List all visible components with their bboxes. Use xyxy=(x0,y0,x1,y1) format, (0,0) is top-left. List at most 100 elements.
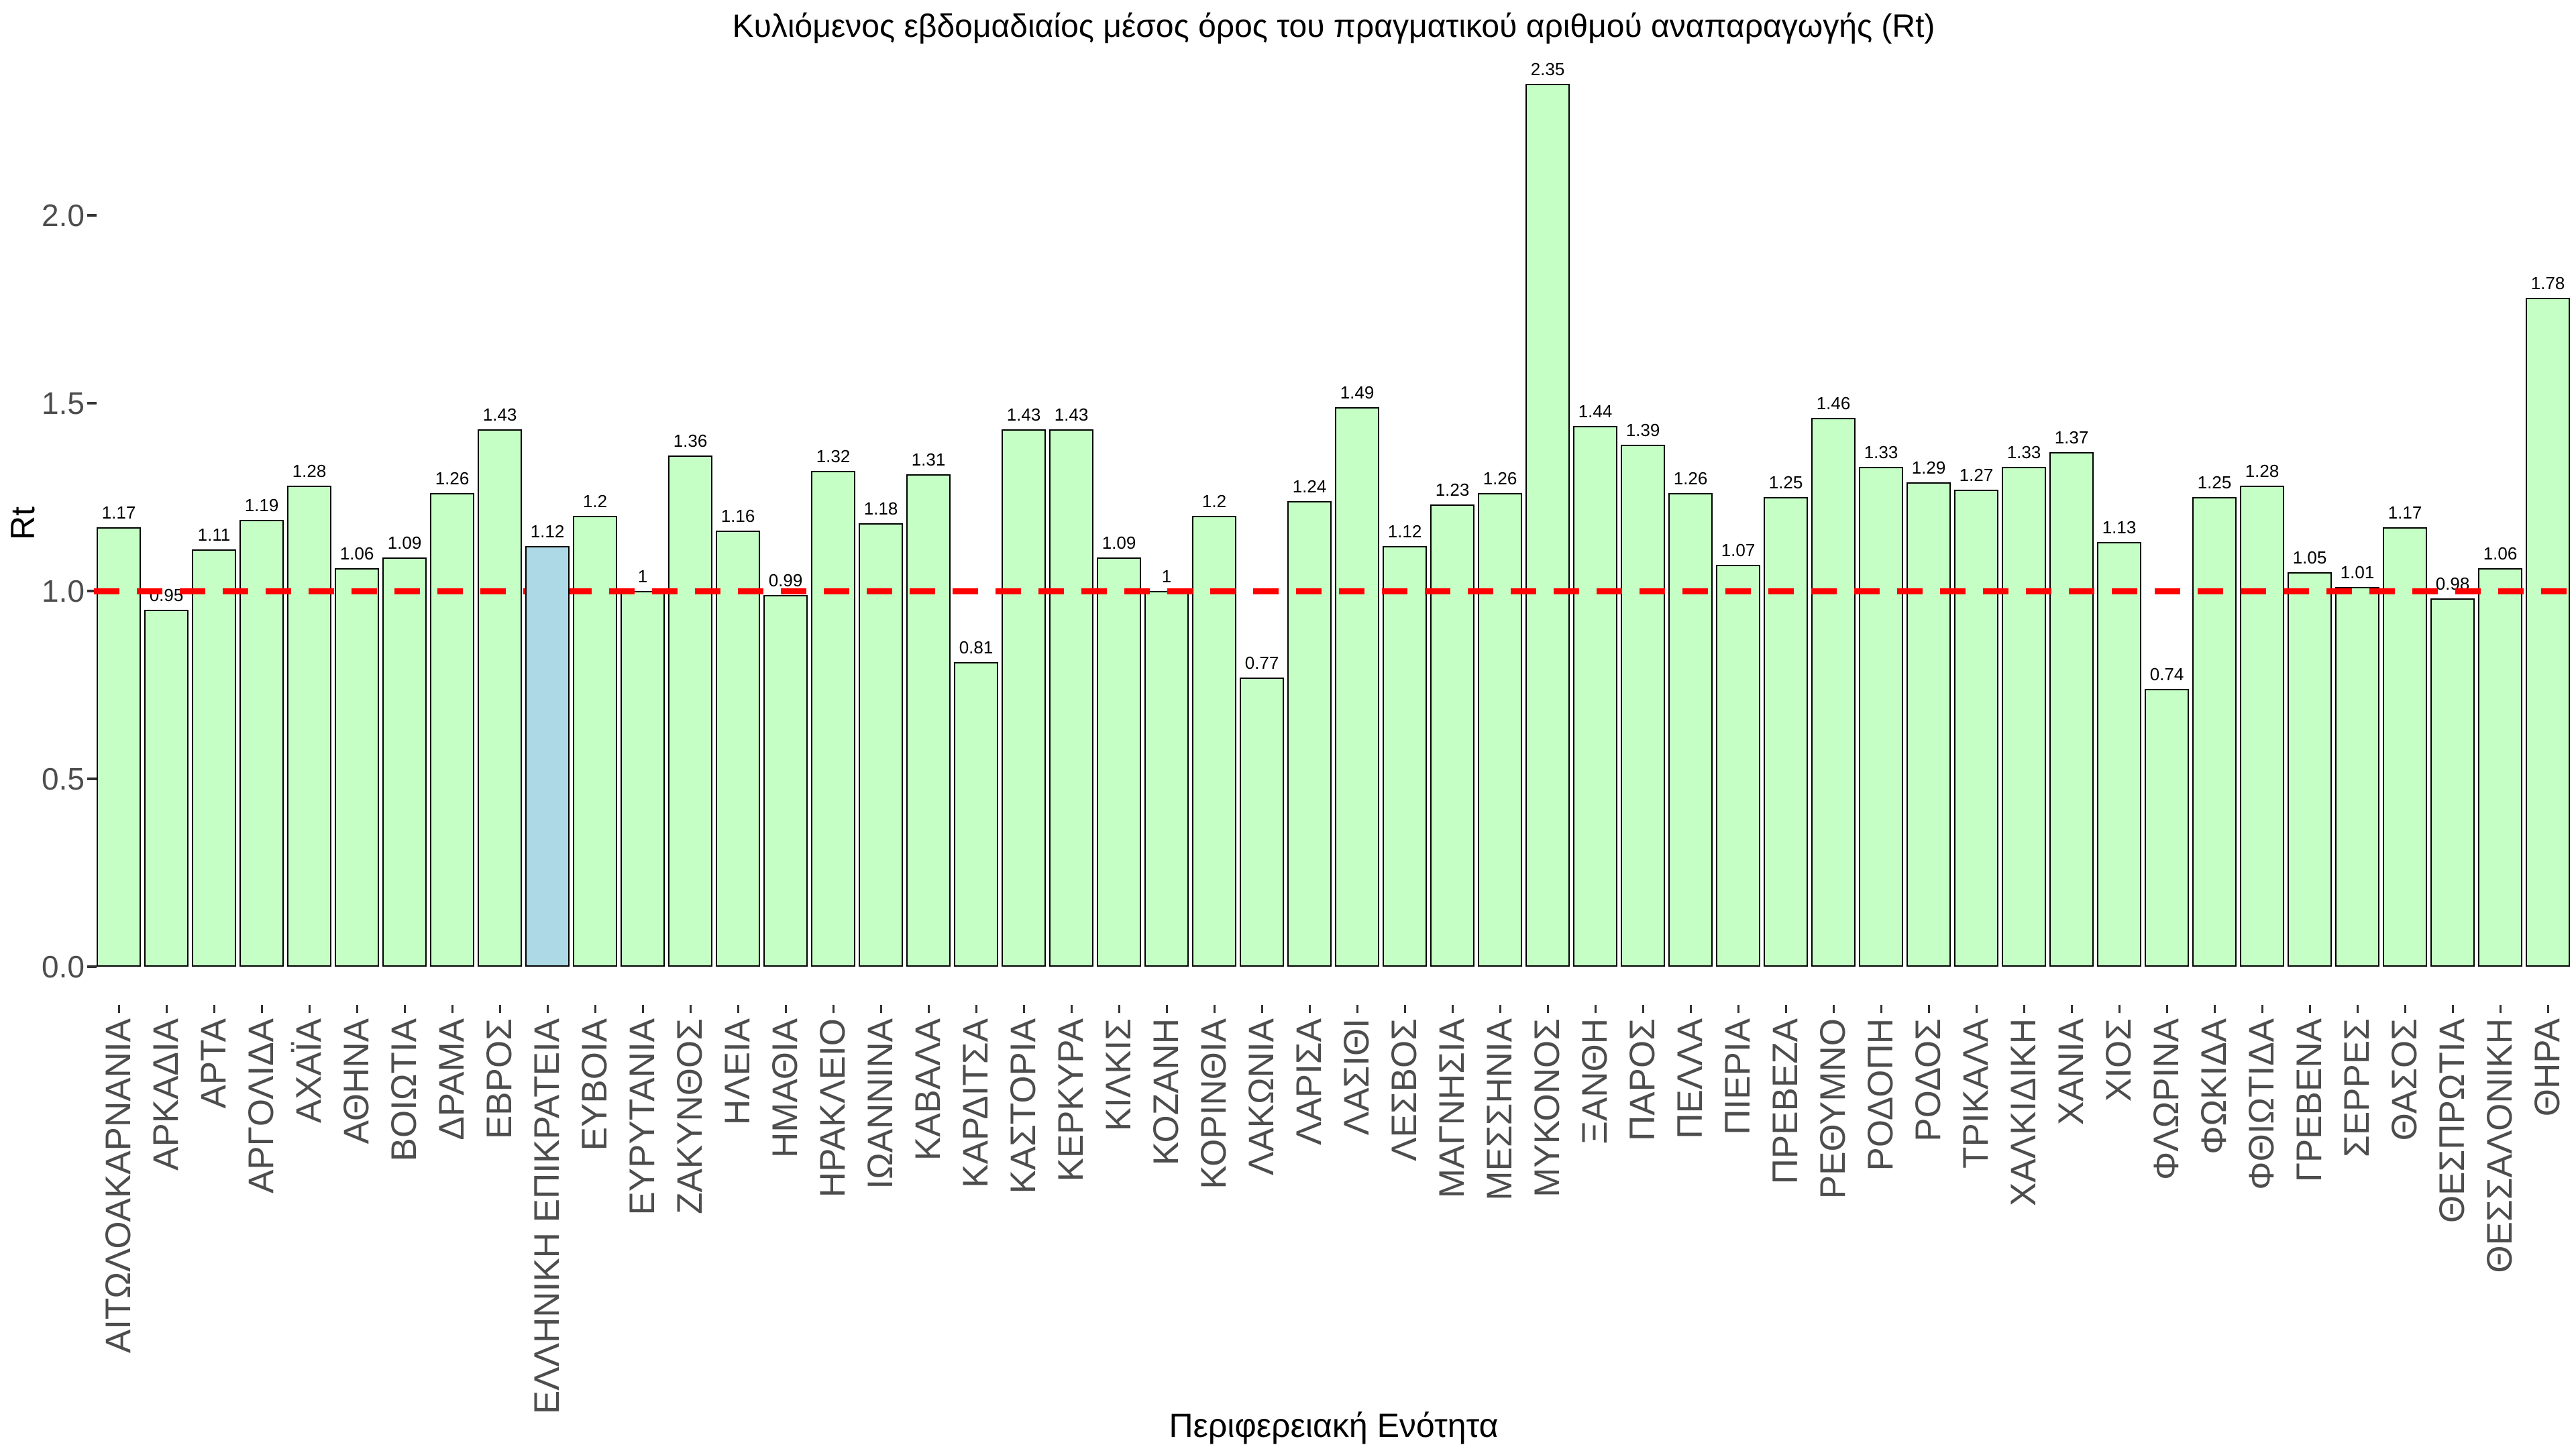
x-tick-label: ΠΑΡΟΣ xyxy=(1623,1018,1662,1141)
x-tick-label: ΔΡΑΜΑ xyxy=(432,1018,472,1140)
x-tick-mark xyxy=(451,1005,453,1013)
x-tick-label: ΚΑΒΑΛΑ xyxy=(908,1018,948,1161)
x-tick-label: ΑΡΚΑΔΙΑ xyxy=(146,1018,186,1171)
x-tick-label: ΛΕΣΒΟΣ xyxy=(1385,1018,1424,1161)
x-tick-mark xyxy=(2261,1005,2263,1013)
x-tick-label: ΚΑΣΤΟΡΙΑ xyxy=(1004,1018,1043,1194)
x-tick-mark xyxy=(1927,1005,1930,1013)
bar xyxy=(954,662,998,967)
x-tick-mark xyxy=(1975,1005,1978,1013)
bar xyxy=(1954,489,1998,967)
bar xyxy=(1573,425,1617,967)
x-tick-label: ΡΟΔΟΠΗ xyxy=(1861,1018,1900,1171)
y-tick-label: 0.0 xyxy=(42,949,85,984)
bar xyxy=(668,455,712,967)
x-tick-label: ΠΡΕΒΕΖΑ xyxy=(1766,1018,1805,1185)
bar-value-label: 1.78 xyxy=(2530,273,2565,294)
x-tick-mark xyxy=(2404,1005,2406,1013)
bar-value-label: 1.26 xyxy=(1483,468,1517,489)
x-tick-mark xyxy=(737,1005,739,1013)
x-tick-mark xyxy=(1403,1005,1406,1013)
bar-value-label: 0.99 xyxy=(768,570,803,590)
x-tick-mark xyxy=(1832,1005,1835,1013)
bar-value-label: 1.24 xyxy=(1292,476,1327,496)
bar xyxy=(906,474,951,967)
y-tick-mark xyxy=(87,965,97,968)
bar-value-label: 1.33 xyxy=(2006,442,2041,463)
x-tick-label: ΧΑΛΚΙΔΙΚΗ xyxy=(2004,1018,2043,1206)
bar-value-label: 1.09 xyxy=(1102,532,1136,553)
bar xyxy=(2097,542,2141,967)
bar xyxy=(2335,587,2379,967)
x-tick-label: ΠΕΛΛΑ xyxy=(1670,1018,1710,1139)
bar xyxy=(1811,418,1856,967)
bar-value-label: 1.18 xyxy=(863,498,898,519)
bar-value-label: 1.13 xyxy=(2102,517,2137,538)
bar-value-label: 1.07 xyxy=(1721,539,1756,560)
x-tick-label: ΚΟΡΙΝΘΙΑ xyxy=(1194,1018,1234,1189)
bar xyxy=(2526,298,2570,967)
y-tick-mark xyxy=(87,590,97,592)
x-tick-label: ΚΑΡΔΙΤΣΑ xyxy=(956,1018,996,1188)
x-tick-label: ΑΡΓΟΛΙΔΑ xyxy=(241,1018,281,1194)
bar xyxy=(1668,493,1713,967)
x-tick-mark xyxy=(1499,1005,1501,1013)
bar-value-label: 1.11 xyxy=(197,525,231,545)
bar xyxy=(2383,527,2427,967)
x-tick-mark xyxy=(927,1005,930,1013)
bar xyxy=(1335,407,1379,967)
bar-value-label: 1.43 xyxy=(482,405,517,425)
bar xyxy=(2002,467,2046,967)
x-tick-label: ΣΕΡΡΕΣ xyxy=(2337,1018,2377,1157)
bar-value-label: 1.29 xyxy=(1911,457,1946,478)
x-tick-mark xyxy=(498,1005,501,1013)
bar xyxy=(1287,500,1332,967)
x-tick-mark xyxy=(308,1005,311,1013)
x-tick-mark xyxy=(165,1005,168,1013)
bar-value-label: 1.27 xyxy=(1959,464,1994,485)
bar xyxy=(1859,467,1903,967)
x-tick-mark xyxy=(641,1005,644,1013)
bar xyxy=(239,519,284,967)
x-tick-label: ΜΥΚΟΝΟΣ xyxy=(1527,1018,1567,1197)
bar-value-label: 1.33 xyxy=(1864,442,1898,463)
x-tick-mark xyxy=(2451,1005,2454,1013)
x-tick-label: ΚΟΖΑΝΗ xyxy=(1146,1018,1186,1166)
x-tick-label: ΡΟΔΟΣ xyxy=(1909,1018,1948,1142)
x-tick-mark xyxy=(832,1005,835,1013)
x-tick-mark xyxy=(689,1005,692,1013)
x-tick-mark xyxy=(1022,1005,1025,1013)
y-tick-mark xyxy=(87,777,97,780)
bar xyxy=(1097,557,1141,967)
bar-value-label: 1.23 xyxy=(1435,480,1470,500)
bar-value-label: 2.35 xyxy=(1530,59,1565,79)
x-tick-mark xyxy=(403,1005,406,1013)
x-tick-mark xyxy=(2023,1005,2025,1013)
bar-value-label: 1.43 xyxy=(1054,405,1089,425)
x-tick-label: ΕΒΡΟΣ xyxy=(480,1018,519,1140)
bar xyxy=(1478,493,1522,967)
y-tick-mark xyxy=(87,214,97,217)
x-tick-mark xyxy=(213,1005,215,1013)
bar-value-label: 1.05 xyxy=(2292,547,2327,568)
x-tick-mark xyxy=(1784,1005,1787,1013)
bar xyxy=(2288,572,2332,967)
bar-value-label: 1.43 xyxy=(1006,405,1041,425)
x-tick-label: ΑΡΤΑ xyxy=(194,1018,233,1109)
x-tick-mark xyxy=(2213,1005,2216,1013)
x-tick-label: ΤΡΙΚΑΛΑ xyxy=(1956,1018,1996,1169)
x-tick-label: ΚΙΛΚΙΣ xyxy=(1099,1018,1138,1132)
x-tick-mark xyxy=(260,1005,263,1013)
bar-value-label: 1.12 xyxy=(1387,521,1422,541)
x-tick-label: ΛΑΚΩΝΙΑ xyxy=(1242,1018,1281,1176)
bar-value-label: 0.77 xyxy=(1244,652,1279,673)
bar-value-label: 1.16 xyxy=(720,506,755,527)
x-tick-label: ΑΙΤΩΛΟΑΚΑΡΝΑΝΙΑ xyxy=(99,1018,138,1354)
bar xyxy=(192,549,236,967)
bar xyxy=(1430,504,1474,967)
bar-value-label: 1.09 xyxy=(387,532,422,553)
x-tick-label: ΗΡΑΚΛΕΙΟ xyxy=(813,1018,853,1198)
x-tick-mark xyxy=(2118,1005,2121,1013)
x-tick-label: ΕΥΒΟΙΑ xyxy=(575,1018,614,1151)
